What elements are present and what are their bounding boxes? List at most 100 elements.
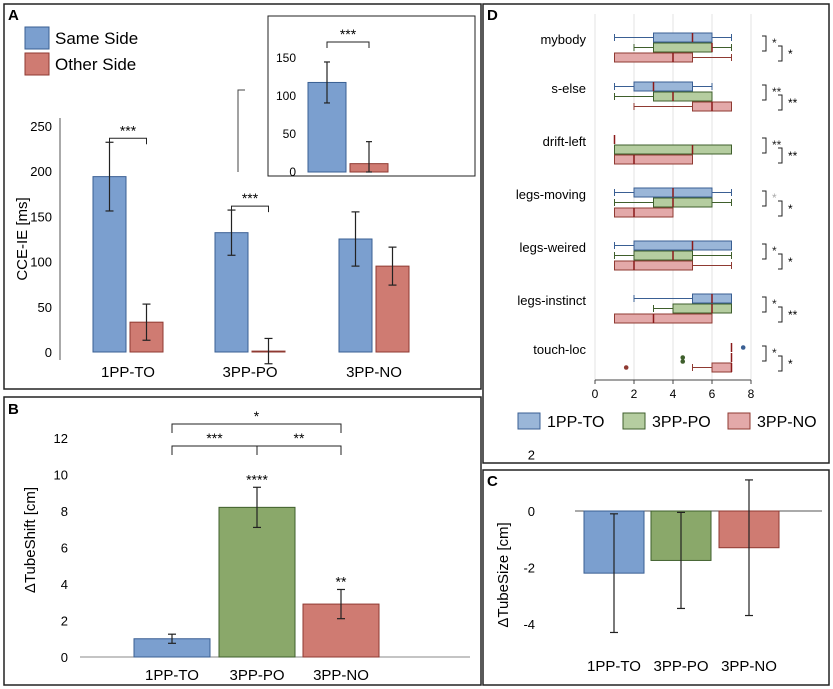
row-label-mybody: mybody — [540, 32, 586, 47]
bar-label-3pp-po: **** — [246, 471, 268, 487]
inset-sig-bracket — [326, 41, 370, 48]
box-legs-weired-3pp-po — [633, 250, 693, 261]
row-label-s-else: s-else — [551, 81, 586, 96]
x-tick-label-2: 2 — [631, 387, 638, 401]
panel-a-frame — [3, 3, 482, 390]
sig-label-d1-legs-weired: * — [772, 244, 777, 258]
x-tick-label-3pp-po: 3PP-PO — [222, 364, 277, 381]
legend-swatch-1pp-to — [517, 412, 541, 430]
outlier-point-3 — [623, 365, 629, 370]
sig-bracket-a-3pp-po-label: *** — [242, 190, 259, 206]
sig-bracket-d1-mybody — [762, 35, 767, 52]
box-mybody-3pp-no — [614, 52, 693, 63]
box-s-else-3pp-po — [653, 91, 713, 102]
sig-label-d1-s-else: ** — [772, 85, 782, 99]
x-tick-label-4: 4 — [670, 387, 677, 401]
y-tick-label-200: 200 — [30, 164, 52, 179]
y-tick-label-6: 6 — [61, 541, 68, 556]
y-tick-label-0: 0 — [528, 504, 535, 519]
inset-y-tick-label-50: 50 — [283, 127, 297, 141]
y-tick-label-2: 2 — [61, 614, 68, 629]
panel-c-chart: -4 -2 0 2 ΔTubeSize [cm] 1PP-TO 3PP-PO 3PP-NO — [495, 448, 822, 675]
y-tick-label-100: 100 — [30, 255, 52, 270]
inset-frame — [267, 15, 476, 177]
legend-label-other-side: Other Side — [55, 55, 136, 74]
legend-label-3pp-po: 3PP-PO — [652, 414, 711, 431]
sig-label-d2-legs-instinct: ** — [788, 308, 798, 322]
sig-label-d2-touch-loc: * — [788, 357, 793, 371]
sig-bracket-b-1-label: *** — [206, 430, 223, 446]
box-legs-weired-1pp-to — [633, 240, 732, 251]
legend-swatch-same-side — [24, 26, 50, 50]
sig-label-d2-s-else: ** — [788, 96, 798, 110]
sig-bracket-d1-drift-left — [762, 137, 767, 154]
x-tick-label-1pp-to: 1PP-TO — [145, 667, 199, 684]
x-tick-label-3pp-po: 3PP-PO — [229, 667, 284, 684]
sig-label-d2-drift-left: ** — [788, 149, 798, 163]
x-tick-label-1pp-to: 1PP-TO — [587, 658, 641, 675]
box-mybody-3pp-po — [653, 42, 713, 53]
x-tick-label-3pp-po: 3PP-PO — [653, 658, 708, 675]
outlier-point-0 — [740, 345, 746, 350]
panel-c-frame — [482, 469, 830, 686]
sig-bracket-d2-s-else — [778, 94, 783, 111]
row-label-legs-moving: legs-moving — [516, 187, 586, 202]
sig-bracket-d1-touch-loc — [762, 345, 767, 362]
inset-y-tick-label-150: 150 — [276, 51, 296, 65]
box-legs-instinct-3pp-no — [614, 313, 713, 324]
box-s-else-1pp-to — [633, 81, 693, 92]
inset-y-tick-label-0: 0 — [289, 165, 296, 179]
sig-bracket-d2-touch-loc — [778, 355, 783, 372]
y-axis-title: CCE-IE [ms] — [14, 197, 31, 280]
sig-bracket-b-2-label: ** — [294, 430, 305, 446]
legend-label-same-side: Same Side — [55, 29, 138, 48]
sig-label-d1-mybody: * — [772, 36, 777, 50]
sig-bracket-d1-s-else — [762, 84, 767, 101]
y-tick-label-250: 250 — [30, 119, 52, 134]
sig-bracket-d2-legs-weired — [778, 253, 783, 270]
sig-label-d2-legs-weired: * — [788, 255, 793, 269]
y-axis-title: ΔTubeShift [cm] — [22, 487, 39, 593]
sig-label-d1-touch-loc: * — [772, 346, 777, 360]
sig-label-d1-legs-instinct: * — [772, 297, 777, 311]
sig-label-d2-mybody: * — [788, 47, 793, 61]
sig-bracket-d1-legs-weired — [762, 243, 767, 260]
box-legs-instinct-3pp-po — [672, 303, 732, 314]
sig-label-d1-legs-moving: * — [772, 191, 777, 205]
x-tick-label-6: 6 — [709, 387, 716, 401]
panel-d-letter: D — [487, 7, 498, 24]
legend-swatch-other-side — [24, 52, 50, 76]
bar-3pp-po — [218, 506, 296, 658]
x-tick-label-0: 0 — [592, 387, 599, 401]
y-tick-label-2: 2 — [528, 448, 535, 463]
box-mybody-1pp-to — [653, 32, 713, 43]
inset-y-tick-label-100: 100 — [276, 89, 296, 103]
y-tick-label--4: -4 — [523, 617, 535, 632]
y-tick-label-0: 0 — [45, 345, 52, 360]
legend-label-1pp-to: 1PP-TO — [547, 414, 605, 431]
y-tick-label--2: -2 — [523, 561, 535, 576]
row-label-legs-instinct: legs-instinct — [517, 293, 586, 308]
box-drift-left-3pp-po — [614, 144, 732, 155]
sig-bracket-a-3pp-po — [231, 205, 269, 213]
inset-sig-bracket-label: *** — [340, 26, 357, 42]
sig-bracket-d1-legs-moving — [762, 190, 767, 207]
row-label-legs-weired: legs-weired — [520, 240, 586, 255]
sig-bracket-a-1pp-to-label: *** — [120, 122, 137, 138]
box-legs-moving-3pp-no — [614, 207, 674, 218]
sig-bracket-d1-legs-instinct — [762, 296, 767, 313]
y-tick-label-50: 50 — [38, 300, 52, 315]
row-label-touch-loc: touch-loc — [533, 342, 586, 357]
sig-bracket-d2-legs-moving — [778, 200, 783, 217]
legend-swatch-3pp-po — [622, 412, 646, 430]
x-tick-label-8: 8 — [748, 387, 755, 401]
bar-label-3pp-no: ** — [336, 573, 347, 589]
sig-bracket-d2-mybody — [778, 45, 783, 62]
box-legs-weired-3pp-no — [614, 260, 693, 271]
y-tick-label-8: 8 — [61, 504, 68, 519]
sig-bracket-b-2 — [256, 445, 342, 455]
sig-bracket-d2-drift-left — [778, 147, 783, 164]
y-tick-label-0: 0 — [61, 650, 68, 665]
